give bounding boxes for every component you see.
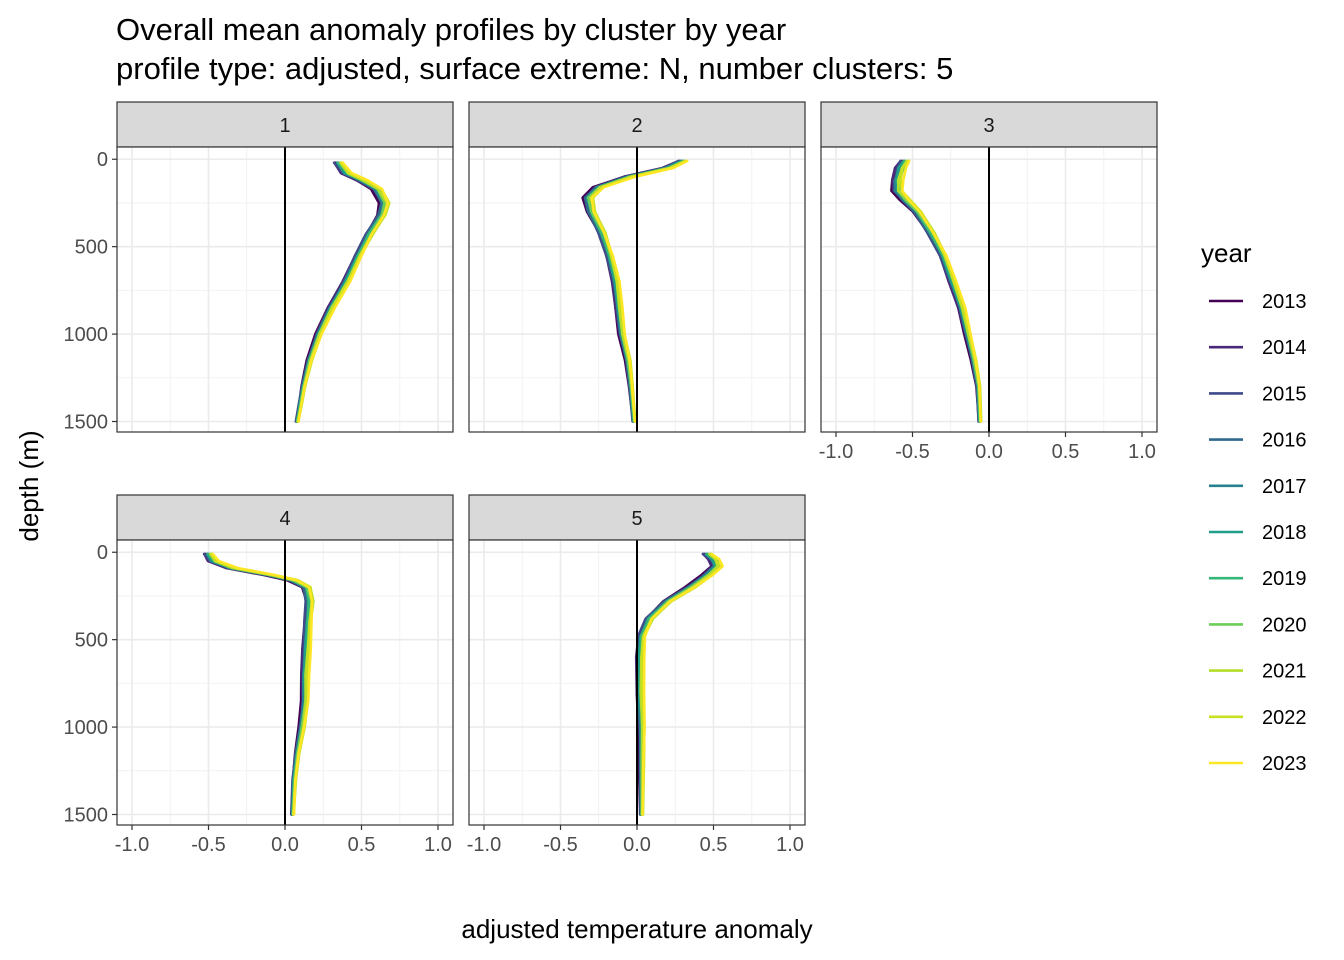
panel-3: 3 -1.0 -0.5 0.0 0.5 1.0 xyxy=(819,101,1158,463)
legend-label: 2017 xyxy=(1262,476,1307,498)
legend-item-2020: 2020 xyxy=(1209,614,1307,636)
x-tick-label: 0.5 xyxy=(348,834,376,856)
panel-strip-label: 5 xyxy=(631,508,642,530)
x-tick-label: 1.0 xyxy=(424,834,452,856)
legend-item-2015: 2015 xyxy=(1209,383,1307,405)
x-tick-label: 1.0 xyxy=(776,834,804,856)
y-tick-label: 1500 xyxy=(64,805,109,827)
panel-strip-label: 3 xyxy=(983,115,994,137)
panel-2: 2 xyxy=(468,101,806,433)
chart-subtitle: profile type: adjusted, surface extreme:… xyxy=(116,51,953,86)
panel-4: 4 0 500 1000 1500 -1.0 -0.5 0.0 0.5 1.0 xyxy=(64,494,454,856)
legend-item-2023: 2023 xyxy=(1209,753,1307,775)
legend-item-2013: 2013 xyxy=(1209,291,1307,313)
legend-item-2022: 2022 xyxy=(1209,707,1307,729)
legend-item-2018: 2018 xyxy=(1209,522,1307,544)
panel-1: 1 0 500 1000 1500 xyxy=(64,101,454,434)
panel-strip xyxy=(116,101,454,148)
x-tick-label: -1.0 xyxy=(115,834,149,856)
y-axis-title: depth (m) xyxy=(14,430,44,541)
y-tick-label: 1500 xyxy=(64,412,109,434)
series-line-2023 xyxy=(211,552,314,816)
legend-item-2014: 2014 xyxy=(1209,337,1307,359)
x-tick-label: -0.5 xyxy=(191,834,225,856)
panel-strip xyxy=(468,494,806,541)
panel-strip-label: 1 xyxy=(279,115,290,137)
legend-item-2017: 2017 xyxy=(1209,476,1307,498)
panel-strip-label: 2 xyxy=(631,115,642,137)
x-tick-label: -0.5 xyxy=(895,441,929,463)
legend-label: 2014 xyxy=(1262,337,1307,359)
series-line-2023 xyxy=(641,552,725,816)
y-tick-label: 1000 xyxy=(64,324,109,346)
chart-title: Overall mean anomaly profiles by cluster… xyxy=(116,12,786,47)
panel-strip-label: 4 xyxy=(279,508,290,530)
y-tick-label: 500 xyxy=(75,237,108,259)
legend-label: 2020 xyxy=(1262,614,1307,636)
series-line-2023 xyxy=(900,159,983,423)
legend-label: 2019 xyxy=(1262,568,1307,590)
x-tick-label: 0.5 xyxy=(700,834,728,856)
x-tick-label: -1.0 xyxy=(819,441,853,463)
legend-title: year xyxy=(1201,238,1252,268)
panel-5: 5 -1.0 -0.5 0.0 0.5 1.0 xyxy=(467,494,806,856)
legend-item-2021: 2021 xyxy=(1209,661,1307,683)
facet-panels: 1 0 500 1000 1500 2 3 -1.0 -0.5 0.0 0.5 1.0 4 0 500 100… xyxy=(64,101,1158,856)
legend-label: 2016 xyxy=(1262,430,1307,452)
panel-border xyxy=(468,146,806,433)
legend-label: 2021 xyxy=(1262,661,1307,683)
series-line-2023 xyxy=(297,161,390,423)
legend-label: 2015 xyxy=(1262,383,1307,405)
y-tick-label: 1000 xyxy=(64,717,109,739)
panel-strip xyxy=(820,101,1158,148)
legend-label: 2023 xyxy=(1262,753,1307,775)
series-line-2023 xyxy=(590,159,689,423)
x-tick-label: 0.0 xyxy=(975,441,1003,463)
legend: year 2013 2014 2015 2016 2017 2018 2019 2020 202… xyxy=(1201,238,1307,775)
y-tick-label: 0 xyxy=(97,149,108,171)
x-tick-label: 1.0 xyxy=(1128,441,1156,463)
legend-label: 2022 xyxy=(1262,707,1307,729)
panel-border xyxy=(116,146,454,433)
legend-item-2016: 2016 xyxy=(1209,430,1307,452)
x-tick-label: 0.0 xyxy=(271,834,299,856)
x-tick-label: 0.5 xyxy=(1052,441,1080,463)
x-tick-label: -0.5 xyxy=(543,834,577,856)
y-tick-label: 500 xyxy=(75,630,108,652)
y-tick-label: 0 xyxy=(97,542,108,564)
legend-label: 2018 xyxy=(1262,522,1307,544)
x-axis-title: adjusted temperature anomaly xyxy=(461,914,812,944)
x-tick-label: 0.0 xyxy=(623,834,651,856)
x-tick-label: -1.0 xyxy=(467,834,501,856)
legend-label: 2013 xyxy=(1262,291,1307,313)
legend-item-2019: 2019 xyxy=(1209,568,1307,590)
